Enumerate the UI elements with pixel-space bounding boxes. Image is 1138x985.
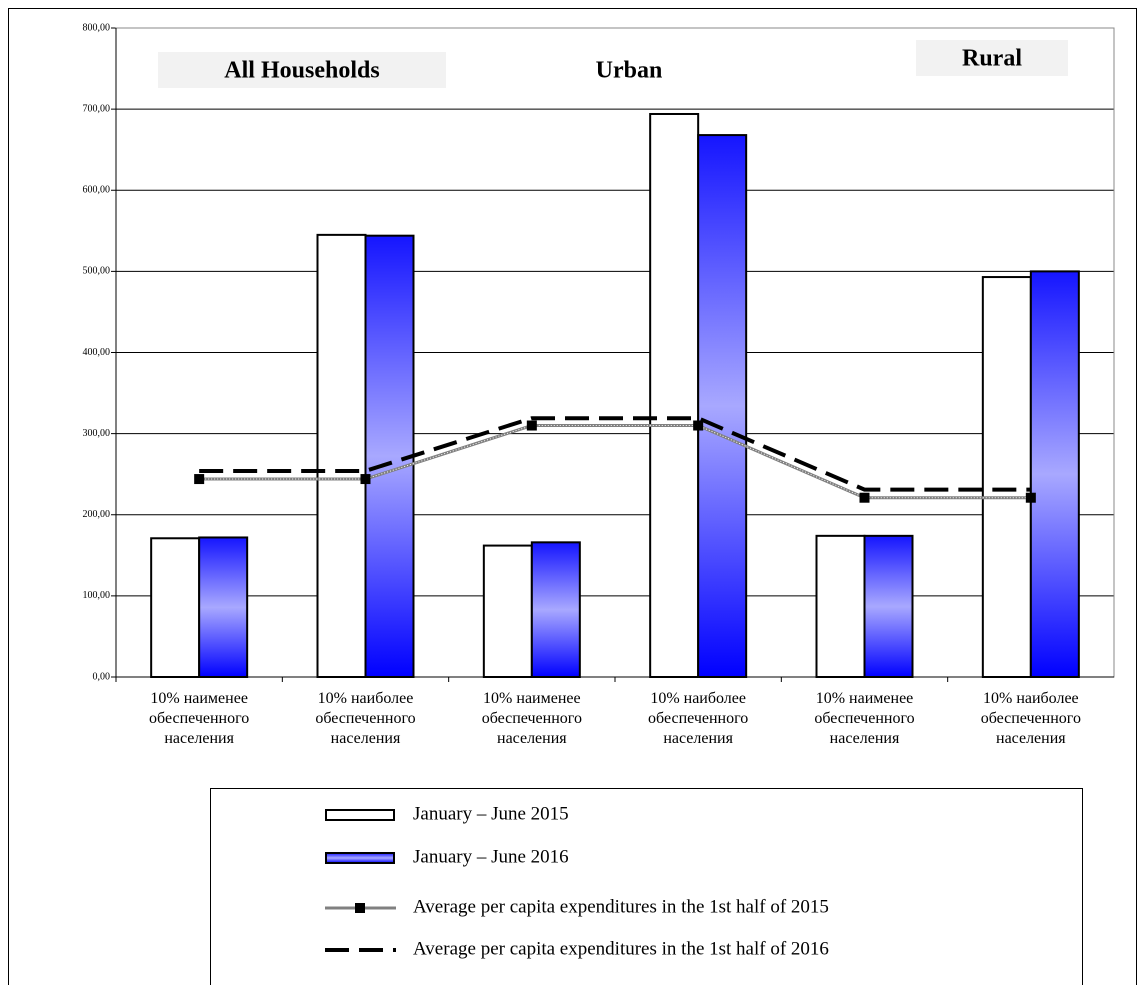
legend-label: January – June 2015	[413, 803, 569, 824]
marker	[360, 474, 371, 485]
marker	[693, 420, 704, 431]
y-tick-label: 600,00	[83, 185, 111, 196]
bar	[697, 134, 748, 678]
bar	[981, 276, 1032, 678]
annotation: All Households	[224, 58, 379, 84]
x-tick-label: 10% наименее обеспеченного населения	[814, 690, 915, 747]
legend-label: Average per capita expenditures in the 1…	[413, 896, 829, 917]
x-tick-label: 10% наименее обеспеченного населения	[481, 690, 582, 747]
y-tick-label: 700,00	[83, 103, 111, 114]
marker	[526, 420, 537, 431]
y-tick-label: 500,00	[83, 266, 111, 277]
annotation-bg	[916, 40, 1068, 76]
bar	[198, 536, 249, 679]
bar	[863, 534, 914, 679]
x-tick-label: 10% наименее обеспеченного населения	[149, 690, 250, 747]
line	[199, 416, 1031, 492]
line-core	[199, 425, 1031, 499]
bar	[482, 544, 533, 679]
y-tick-label: 800,00	[83, 22, 111, 33]
bar	[530, 541, 581, 679]
bar	[815, 534, 866, 679]
x-tick-label: 10% наиболее обеспеченного населения	[980, 690, 1081, 747]
annotation: Rural	[962, 46, 1022, 72]
bar	[649, 112, 700, 679]
y-tick-label: 100,00	[83, 590, 111, 601]
y-tick-label: 200,00	[83, 509, 111, 520]
legend-swatch	[325, 809, 395, 821]
bar	[1029, 270, 1080, 678]
y-tick-label: 0,00	[93, 671, 111, 682]
annotation-bg	[158, 52, 446, 88]
y-tick-label: 300,00	[83, 428, 111, 439]
marker	[859, 492, 870, 503]
bar	[150, 537, 201, 678]
x-tick-label: 10% наиболее обеспеченного населения	[648, 690, 749, 747]
legend-label: Average per capita expenditures in the 1…	[413, 938, 829, 959]
y-tick-label: 400,00	[83, 347, 111, 358]
marker	[1025, 492, 1036, 503]
bar	[316, 233, 367, 678]
x-tick-label: 10% наиболее обеспеченного населения	[315, 690, 416, 747]
marker	[194, 474, 205, 485]
legend-marker	[355, 903, 365, 913]
annotation: Urban	[596, 58, 663, 84]
frame	[8, 8, 1137, 985]
legend-swatch	[325, 852, 395, 864]
legend-label: January – June 2016	[413, 846, 569, 867]
legend-box	[210, 788, 1083, 985]
